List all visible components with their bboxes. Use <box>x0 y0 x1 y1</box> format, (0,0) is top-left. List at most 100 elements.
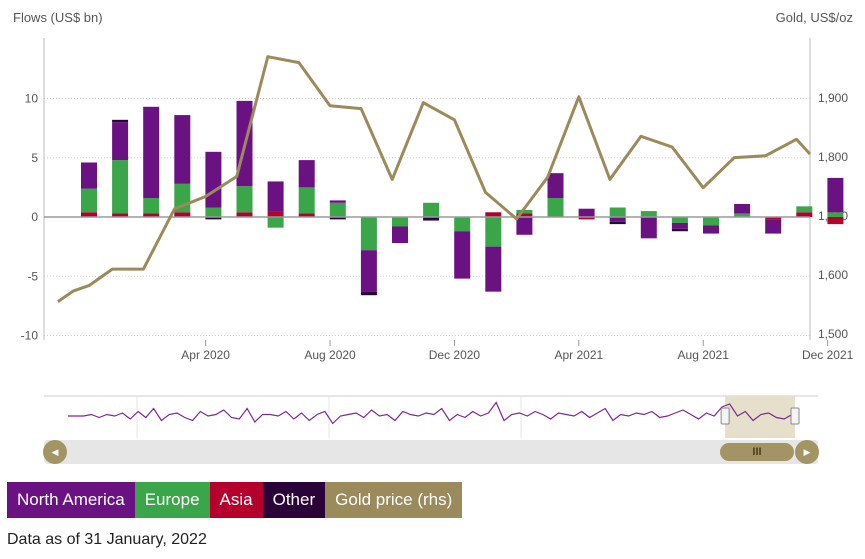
bar-europe <box>547 198 564 217</box>
bar-europe <box>734 213 751 217</box>
bar-north-america <box>671 222 688 229</box>
y2-tick-label: 1,500 <box>818 327 848 341</box>
bar-europe <box>827 212 844 217</box>
y-tick-label: 0 <box>31 210 38 224</box>
bar-europe <box>671 217 688 223</box>
bar-europe <box>796 206 813 213</box>
bar-north-america <box>765 219 782 234</box>
bar-asia <box>578 217 595 220</box>
bar-north-america <box>485 246 502 292</box>
bar-asia <box>765 217 782 220</box>
bar-north-america <box>827 177 844 213</box>
bar-asia <box>516 213 533 217</box>
bar-other <box>423 217 440 221</box>
navigator-selection[interactable] <box>725 396 795 438</box>
bar-other <box>112 119 129 123</box>
y2-tick-label: 1,600 <box>818 268 848 282</box>
bar-north-america <box>392 226 408 244</box>
bar-north-america <box>547 173 564 199</box>
bar-asia <box>236 212 253 217</box>
bar-asia <box>485 212 502 217</box>
bar-europe <box>392 217 408 227</box>
bar-asia <box>298 213 315 217</box>
x-tick-label: Apr 2020 <box>181 348 230 362</box>
x-tick-label: Dec 2020 <box>429 348 481 362</box>
bar-north-america <box>609 217 626 222</box>
grip-icon: III <box>752 446 762 458</box>
bar-other <box>360 291 377 296</box>
y-tick-label: -10 <box>21 329 39 343</box>
bar-europe <box>703 217 719 226</box>
legend-item-other[interactable]: Other <box>262 482 326 518</box>
bar-other <box>205 217 222 220</box>
legend-item-north-america[interactable]: North America <box>7 482 135 518</box>
bar-europe <box>205 207 222 217</box>
bar-europe <box>485 217 502 247</box>
bar-north-america <box>267 181 284 212</box>
bar-north-america <box>640 217 657 239</box>
bar-europe <box>423 202 440 217</box>
chevron-left-icon: ◀ <box>51 447 59 457</box>
x-tick-label: Apr 2021 <box>554 348 603 362</box>
bar-europe <box>267 217 284 228</box>
bar-other <box>329 217 346 220</box>
scroll-right-button[interactable]: ▶ <box>795 440 819 464</box>
bar-north-america <box>205 151 222 208</box>
legend-item-europe[interactable]: Europe <box>134 482 210 518</box>
legend-item-asia[interactable]: Asia <box>209 482 263 518</box>
bar-europe <box>329 202 346 217</box>
y2-tick-label: 1,800 <box>818 150 848 164</box>
bar-europe <box>516 209 533 214</box>
bar-asia <box>796 212 813 217</box>
gold-price-line <box>57 55 812 303</box>
bar-europe <box>609 207 626 217</box>
bar-north-america <box>578 208 595 217</box>
bar-north-america <box>360 250 377 292</box>
bar-other <box>671 228 688 232</box>
bar-north-america <box>143 106 160 199</box>
bar-asia <box>827 217 844 225</box>
y-tick-label: -5 <box>27 269 38 283</box>
bar-north-america <box>81 162 97 189</box>
navigator[interactable] <box>0 392 865 442</box>
chevron-right-icon: ▶ <box>803 447 811 457</box>
scrollbar-thumb[interactable]: III <box>720 443 794 461</box>
x-tick-label: Dec 2021 <box>802 348 854 362</box>
navigator-handle-left[interactable] <box>720 407 730 425</box>
x-tick-label: Aug 2021 <box>678 348 730 362</box>
bar-europe <box>298 187 315 214</box>
bar-asia <box>112 213 129 217</box>
navigator-handle-right[interactable] <box>790 407 800 425</box>
bar-europe <box>81 188 97 213</box>
bar-north-america <box>174 115 191 184</box>
bar-asia <box>143 213 160 217</box>
bar-asia <box>81 212 97 217</box>
legend: North America Europe Asia Other Gold price (… <box>7 482 463 518</box>
right-axis-title: Gold, US$/oz <box>775 10 853 25</box>
scrollbar-track[interactable] <box>44 440 818 464</box>
bar-north-america <box>734 203 751 214</box>
bar-north-america <box>703 225 719 234</box>
bar-north-america <box>112 122 129 161</box>
bar-europe <box>143 198 160 214</box>
x-tick-label: Aug 2020 <box>304 348 356 362</box>
bar-europe <box>236 186 253 213</box>
legend-item-gold-price-rhs[interactable]: Gold price (rhs) <box>325 482 463 518</box>
y-tick-label: 10 <box>25 92 39 106</box>
bar-europe <box>454 217 471 232</box>
scroll-left-button[interactable]: ◀ <box>43 440 67 464</box>
bar-north-america <box>454 231 471 279</box>
left-axis-title: Flows (US$ bn) <box>13 10 103 25</box>
data-date-note: Data as of 31 January, 2022 <box>7 531 207 548</box>
bar-other <box>609 221 626 225</box>
bar-europe <box>112 160 129 214</box>
bar-asia <box>174 212 191 217</box>
y2-tick-label: 1,900 <box>818 91 848 105</box>
bar-europe <box>640 211 657 217</box>
bar-north-america <box>329 200 346 203</box>
bar-north-america <box>298 160 315 188</box>
bar-asia <box>267 211 284 217</box>
y-tick-label: 5 <box>31 151 38 165</box>
bar-north-america <box>516 217 533 235</box>
